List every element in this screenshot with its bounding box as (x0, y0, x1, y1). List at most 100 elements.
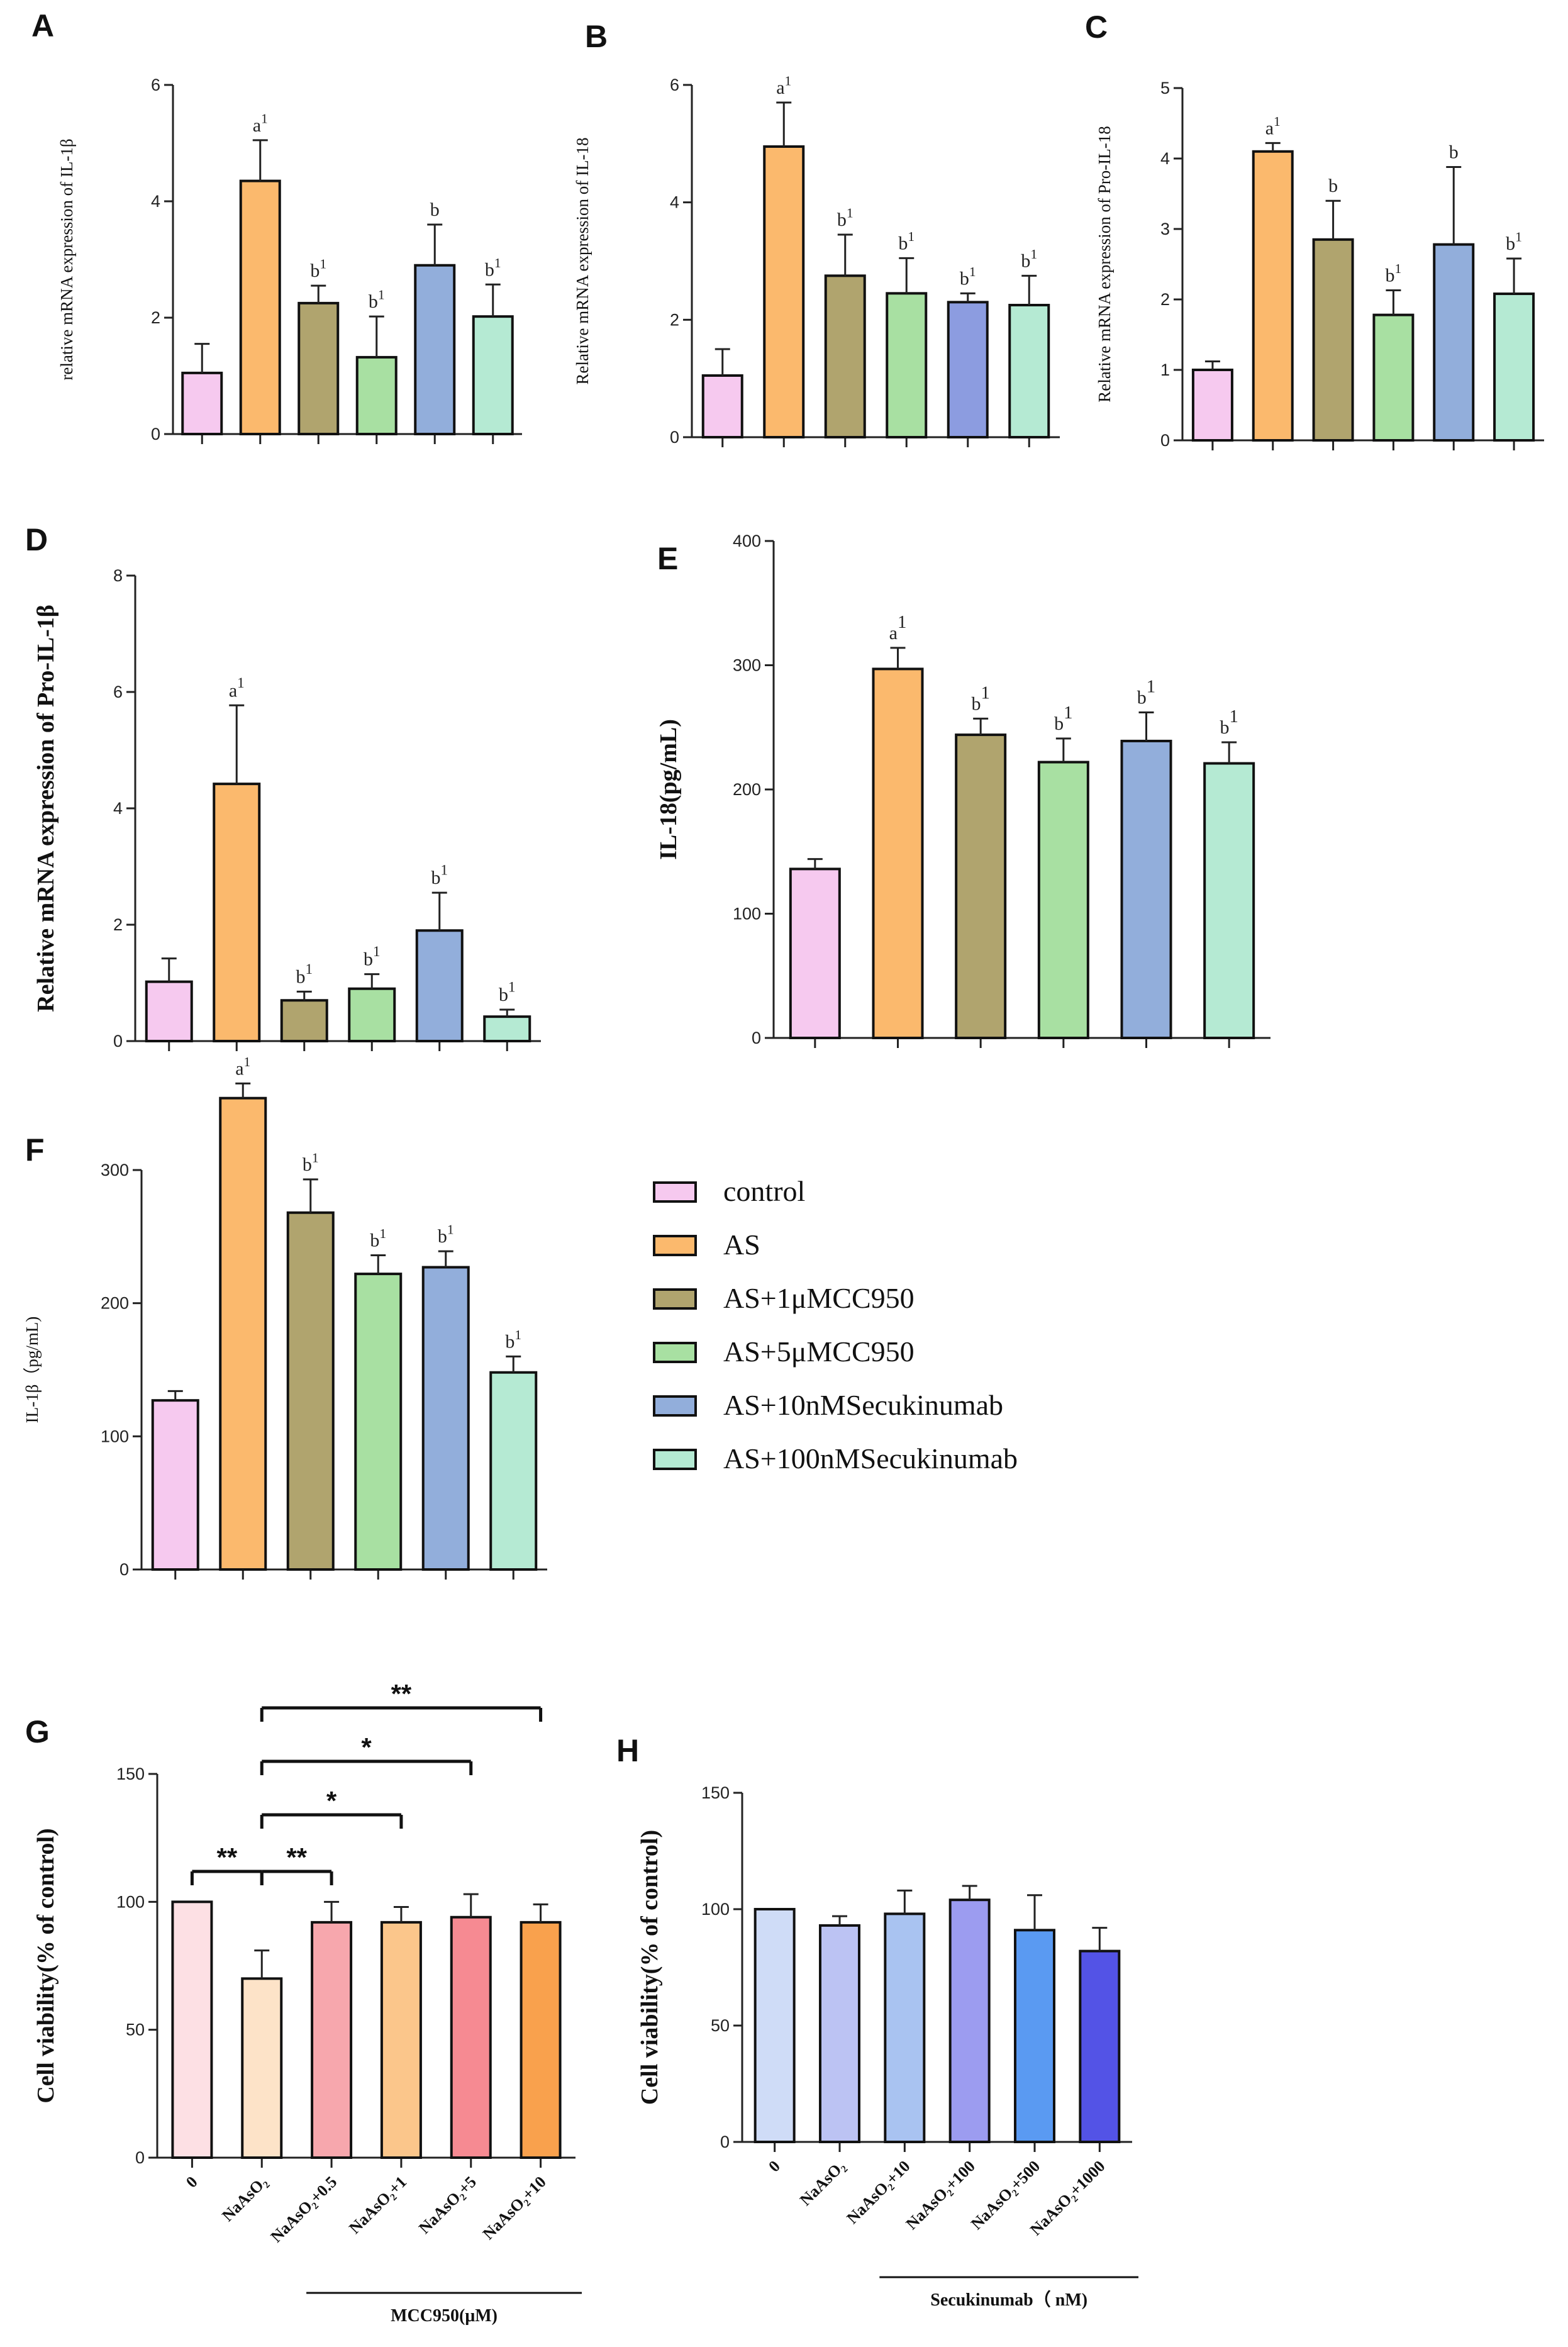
bar (472, 315, 514, 435)
legend: control AS AS+1μMCC950 AS+5μMCC950 AS+10nMSe… (653, 1175, 1018, 1475)
panel-label: H (616, 1733, 639, 1768)
significance-label: b1 (296, 961, 313, 987)
y-tick-label: 100 (701, 1900, 730, 1919)
significance-label: a1 (1265, 114, 1281, 139)
y-tick-label: 5 (1160, 79, 1170, 98)
significance-label: b1 (505, 1327, 521, 1352)
legend-label: AS+10nMSecukinumab (723, 1389, 1003, 1421)
y-tick-label: 50 (126, 2021, 145, 2039)
panel-label: B (585, 19, 608, 54)
bar (1037, 761, 1089, 1040)
bar (355, 355, 398, 436)
x-category-label: NaAsO₂+5 (415, 2173, 480, 2238)
panel-label: C (1085, 9, 1108, 45)
y-tick-label: 150 (116, 1764, 145, 1783)
significance-stars: ** (216, 1842, 237, 1872)
bar (819, 1924, 860, 2143)
y-tick-label: 0 (670, 428, 679, 447)
x-category-label: NaAsO₂+0.5 (267, 2173, 341, 2246)
group-label: Secukinumab（ nM) (930, 2289, 1087, 2310)
significance-stars: * (361, 1732, 372, 1762)
legend-swatch (653, 1395, 697, 1417)
significance-label: b (430, 199, 440, 220)
bar (1014, 1929, 1055, 2144)
significance-label: b (1328, 176, 1338, 196)
y-axis-title: IL-1β（pg/mL) (23, 1317, 42, 1424)
x-category-label: NaAsO₂+1 (345, 2173, 410, 2238)
x-category-label: 0 (765, 2157, 784, 2176)
bar (483, 1015, 531, 1043)
y-tick-label: 4 (670, 193, 679, 212)
bar (280, 999, 328, 1042)
significance-label: b1 (438, 1222, 454, 1247)
y-tick-label: 0 (720, 2132, 730, 2151)
y-tick-label: 100 (101, 1427, 129, 1446)
legend-label: control (723, 1175, 805, 1207)
significance-label: b1 (1054, 703, 1072, 734)
bar (213, 783, 261, 1043)
significance-stars: * (326, 1786, 337, 1815)
y-tick-label: 3 (1160, 220, 1170, 238)
bar (1191, 369, 1233, 442)
y-tick-label: 1 (1160, 360, 1170, 379)
bar (151, 1399, 199, 1571)
panel-e: E 0 100 200 300 400 IL-18(pg/mL) a1 b1 b1 b1 b1 (655, 532, 1271, 1048)
bar (1312, 238, 1354, 442)
significance-label: b1 (1021, 247, 1037, 272)
significance-label: b1 (370, 1226, 386, 1251)
panel-f: F 0 100 200 300 IL-1β（pg/mL) a1 b1 b1 b1 b1 (23, 1054, 547, 1580)
bar (311, 1921, 353, 2160)
y-tick-label: 0 (120, 1560, 129, 1579)
bar (1079, 1949, 1121, 2144)
bar (763, 145, 805, 438)
bar (219, 1096, 267, 1571)
x-category-label: NaAsO₂ (218, 2173, 270, 2225)
y-axis-title: Relative mRNA expression of Pro-IL-18 (1095, 126, 1114, 402)
bar (520, 1921, 562, 2160)
bar (1120, 739, 1172, 1039)
y-tick-label: 200 (101, 1294, 129, 1313)
y-tick-label: 150 (701, 1783, 730, 1802)
legend-swatch (653, 1449, 697, 1470)
x-category-label: NaAsO₂+10 (843, 2157, 913, 2227)
significance-label: b1 (310, 257, 326, 282)
bar (1493, 293, 1535, 442)
bar (884, 1912, 926, 2143)
significance-label: b1 (369, 287, 385, 313)
bar (181, 371, 223, 435)
y-axis-title: Relative mRNA expression of Pro-IL-1β (33, 605, 59, 1012)
bar (948, 1898, 991, 2143)
significance-label: b1 (1220, 706, 1238, 738)
x-category-label: NaAsO₂ (796, 2157, 848, 2209)
y-tick-label: 4 (1160, 149, 1170, 168)
significance-label: a1 (889, 612, 907, 644)
y-tick-label: 0 (1160, 431, 1170, 450)
y-axis-title: IL-18(pg/mL) (655, 719, 682, 860)
significance-label: a1 (253, 111, 268, 136)
significance-label: a1 (235, 1054, 250, 1079)
bar (171, 1900, 213, 2159)
panel-label: E (657, 541, 678, 576)
legend-swatch (653, 1288, 697, 1310)
bar (789, 867, 841, 1040)
significance-stars: ** (391, 1679, 412, 1709)
y-tick-label: 4 (151, 192, 160, 211)
bar (354, 1273, 403, 1571)
y-tick-label: 8 (113, 566, 123, 585)
panel-a: A 0 2 4 6 relative mRNA expression of IL-1β a1… (31, 8, 522, 444)
significance-label: a1 (776, 74, 791, 99)
y-tick-label: 400 (733, 532, 761, 550)
significance-label: b (1449, 142, 1459, 162)
bar (701, 374, 743, 438)
y-axis-title: Relative mRNA expression of IL-18 (573, 138, 592, 385)
x-category-label: 0 (182, 2173, 201, 2192)
panel-label: D (25, 522, 48, 557)
significance-stars: ** (286, 1842, 307, 1872)
significance-label: b1 (1386, 261, 1402, 286)
y-tick-label: 100 (733, 905, 761, 923)
y-tick-label: 0 (113, 1032, 123, 1051)
bar (239, 179, 281, 435)
bar (1252, 150, 1294, 442)
y-tick-label: 0 (151, 425, 160, 443)
